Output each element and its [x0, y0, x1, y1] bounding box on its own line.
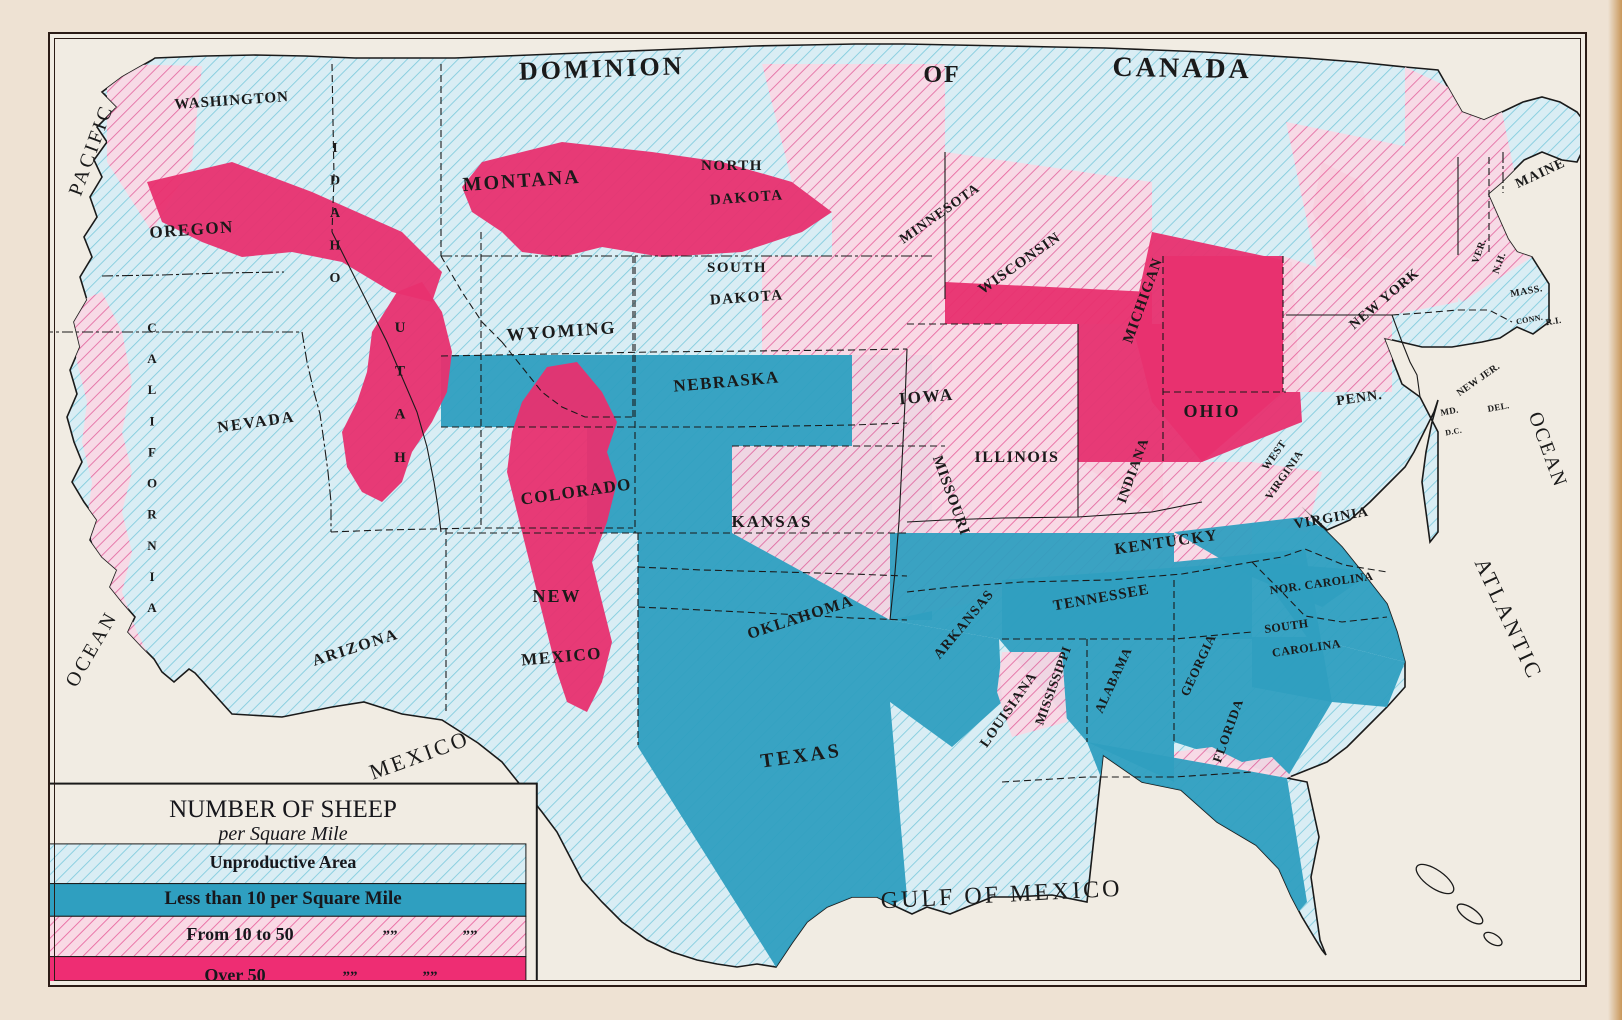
svg-text:MISSISSIPPI: MISSISSIPPI [1032, 644, 1074, 727]
svg-text:A: A [395, 407, 406, 423]
svg-text:PACIFIC: PACIFIC [65, 101, 118, 199]
svg-text:NEW YORK: NEW YORK [1347, 266, 1423, 333]
svg-text:Unproductive Area: Unproductive Area [210, 852, 357, 872]
svg-text:GEORGIA: GEORGIA [1177, 632, 1219, 699]
svg-text:Over 50: Over 50 [204, 965, 265, 981]
svg-text:DOMINION: DOMINION [518, 51, 684, 86]
svg-text:VIRGINIA: VIRGINIA [1263, 448, 1306, 502]
svg-text:IOWA: IOWA [898, 385, 955, 409]
svg-text:OHIO: OHIO [1183, 401, 1240, 421]
svg-text:WEST: WEST [1260, 438, 1289, 473]
svg-text:N.H.: N.H. [1491, 251, 1509, 275]
svg-text:””: ”” [383, 928, 398, 944]
svg-text:NORTH: NORTH [701, 158, 763, 174]
svg-text:VER.: VER. [1470, 237, 1489, 265]
svg-text:I: I [149, 413, 154, 428]
svg-text:WISCONSIN: WISCONSIN [976, 229, 1064, 297]
svg-text:ILLINOIS: ILLINOIS [975, 449, 1060, 466]
svg-text:From 10 to 50: From 10 to 50 [186, 924, 293, 944]
svg-text:CAROLINA: CAROLINA [1271, 636, 1342, 660]
svg-text:L: L [148, 382, 157, 397]
svg-text:D.C.: D.C. [1445, 426, 1463, 438]
svg-text:NUMBER OF SHEEP: NUMBER OF SHEEP [169, 796, 397, 823]
svg-text:F: F [148, 444, 156, 459]
svg-text:SOUTH: SOUTH [1263, 616, 1309, 636]
svg-text:COLORADO: COLORADO [519, 474, 633, 508]
svg-text:CONN.: CONN. [1515, 313, 1543, 327]
svg-text:MAINE: MAINE [1513, 156, 1568, 192]
svg-text:H: H [394, 450, 406, 466]
svg-text:””: ”” [343, 969, 358, 981]
svg-text:O: O [330, 271, 341, 286]
svg-text:””: ”” [463, 928, 478, 944]
svg-text:NEBRASKA: NEBRASKA [673, 367, 781, 395]
svg-text:DAKOTA: DAKOTA [709, 187, 784, 208]
svg-text:TEXAS: TEXAS [759, 739, 843, 772]
svg-text:T: T [395, 363, 405, 379]
svg-text:GULF OF MEXICO: GULF OF MEXICO [880, 876, 1123, 915]
svg-text:MICHIGAN: MICHIGAN [1120, 256, 1166, 346]
svg-text:CANADA: CANADA [1112, 52, 1252, 85]
svg-text:MONTANA: MONTANA [462, 166, 581, 196]
svg-text:NEVADA: NEVADA [216, 409, 296, 437]
svg-text:WYOMING: WYOMING [506, 317, 617, 345]
svg-text:LOUISIANA: LOUISIANA [978, 670, 1041, 751]
svg-text:A: A [147, 351, 157, 366]
svg-text:DEL.: DEL. [1487, 400, 1510, 414]
svg-text:OF: OF [923, 62, 960, 88]
svg-text:NOR. CAROLINA: NOR. CAROLINA [1269, 569, 1374, 597]
svg-text:OCEAN: OCEAN [61, 607, 122, 691]
svg-text:U: U [395, 320, 406, 336]
svg-text:SOUTH: SOUTH [707, 260, 767, 276]
svg-text:KANSAS: KANSAS [732, 512, 813, 531]
svg-text:MEXICO: MEXICO [520, 644, 602, 670]
svg-text:N: N [147, 538, 157, 553]
svg-text:””: ”” [423, 969, 438, 981]
svg-text:D: D [330, 174, 340, 189]
svg-text:NEW JER.: NEW JER. [1455, 361, 1502, 399]
svg-text:ARIZONA: ARIZONA [310, 626, 400, 670]
svg-text:TENNESSEE: TENNESSEE [1052, 582, 1151, 615]
svg-text:I: I [149, 569, 154, 584]
svg-text:OKLAHOMA: OKLAHOMA [745, 593, 856, 643]
svg-text:WASHINGTON: WASHINGTON [174, 89, 290, 113]
svg-text:PENN.: PENN. [1335, 388, 1383, 409]
svg-text:MEXICO: MEXICO [366, 725, 473, 784]
svg-text:KENTUCKY: KENTUCKY [1113, 527, 1219, 558]
svg-text:MASS.: MASS. [1509, 283, 1543, 300]
svg-text:per Square Mile: per Square Mile [216, 823, 347, 845]
svg-text:I: I [332, 141, 337, 156]
svg-text:C: C [147, 320, 156, 335]
svg-text:OREGON: OREGON [149, 217, 235, 242]
svg-text:NEW: NEW [532, 586, 581, 606]
svg-text:VIRGINIA: VIRGINIA [1293, 505, 1370, 533]
svg-text:OCEAN: OCEAN [1524, 409, 1572, 491]
svg-text:MISSOURI: MISSOURI [929, 453, 973, 537]
svg-text:R.I.: R.I. [1545, 315, 1562, 328]
svg-text:FLORIDA: FLORIDA [1209, 696, 1246, 764]
svg-text:MD.: MD. [1440, 405, 1460, 418]
svg-text:DAKOTA: DAKOTA [709, 287, 784, 308]
svg-text:ARKANSAS: ARKANSAS [931, 587, 997, 662]
svg-text:A: A [147, 600, 157, 615]
svg-text:ATLANTIC: ATLANTIC [1470, 554, 1548, 684]
svg-text:Less than 10 per Square Mile: Less than 10 per Square Mile [164, 888, 401, 909]
svg-text:H: H [330, 239, 341, 254]
svg-text:INDIANA: INDIANA [1115, 436, 1153, 505]
svg-text:A: A [330, 206, 341, 221]
svg-text:O: O [147, 476, 157, 491]
svg-text:ALABAMA: ALABAMA [1091, 645, 1135, 715]
svg-text:MINNESOTA: MINNESOTA [897, 181, 983, 247]
svg-text:R: R [147, 507, 157, 522]
